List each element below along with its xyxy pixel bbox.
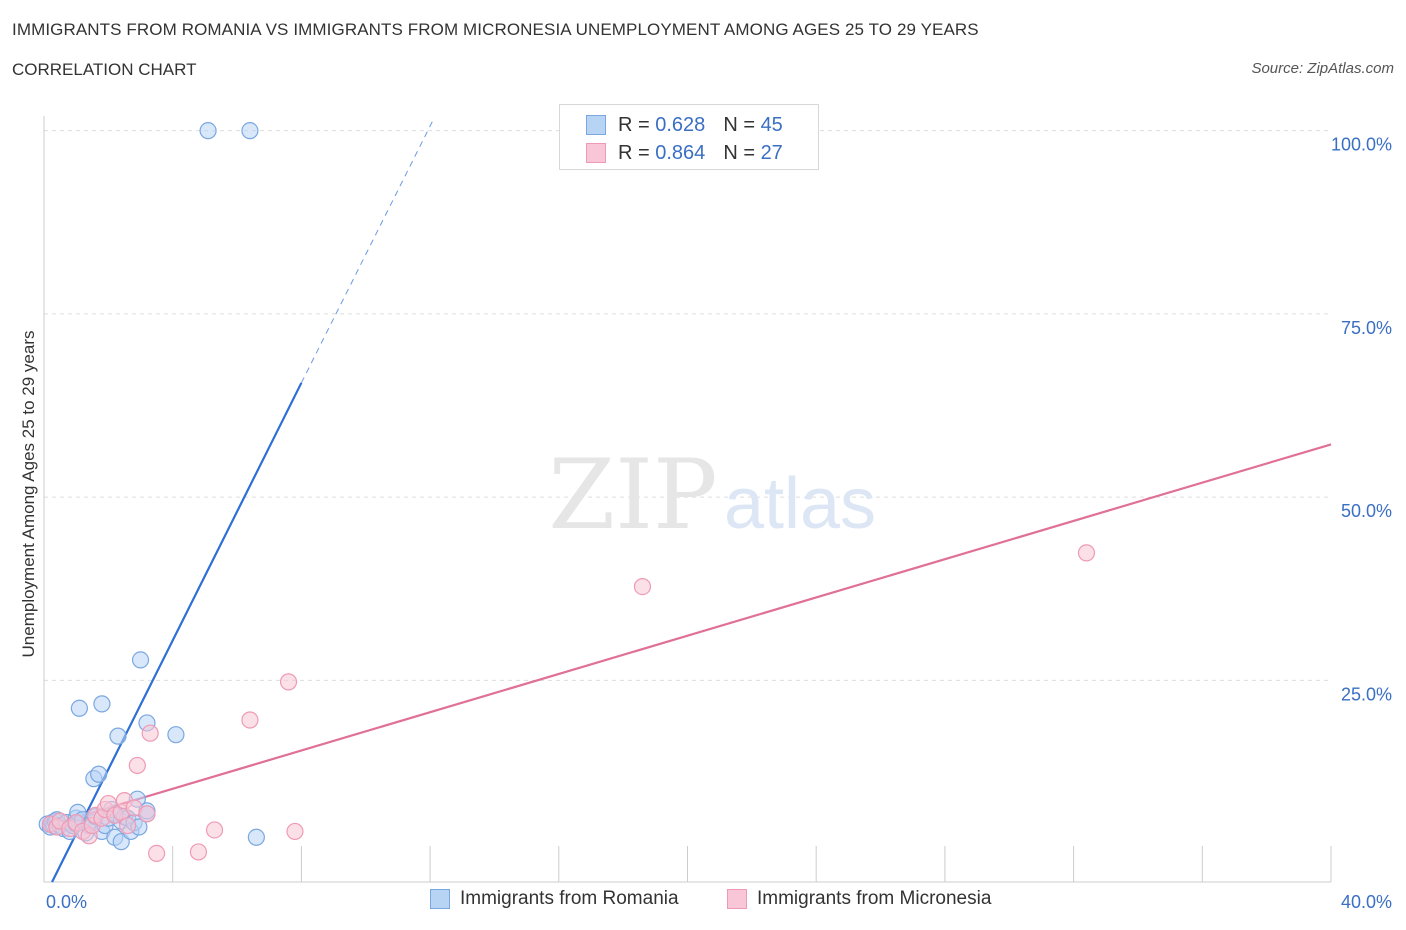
micronesia-point-21: [189, 843, 208, 861]
y-tick-label-75: 75.0%: [1341, 318, 1392, 338]
legend-row-romania: R = 0.628 N = 45: [586, 113, 783, 137]
trend-lines: [43, 119, 1332, 883]
axes: [43, 116, 1332, 883]
legend-item-romania: Immigrants from Romania: [430, 888, 679, 910]
micronesia-point-20: [148, 844, 166, 863]
romania-point-29: [109, 727, 127, 745]
micronesia-point-25: [286, 822, 304, 841]
tick-labels: 25.0% 50.0% 75.0% 100.0% 0.0% 40.0%: [46, 135, 1392, 912]
romania-point-21: [90, 765, 108, 783]
y-tick-label-50: 50.0%: [1341, 501, 1392, 521]
micronesia-point-17: [128, 756, 146, 775]
micronesia-point-22: [205, 821, 224, 839]
trendline-romania-extension: [300, 119, 434, 384]
micronesia-r-label: R =: [618, 141, 656, 164]
micronesia-legend-label: Immigrants from Micronesia: [757, 888, 992, 909]
grid-lines: [44, 130, 1331, 681]
micronesia-point-19: [141, 724, 159, 742]
legend-row-micronesia: R = 0.864 N = 27: [586, 141, 783, 165]
micronesia-point-15: [119, 816, 137, 835]
romania-swatch: [586, 115, 606, 135]
romania-legend-swatch: [430, 889, 450, 909]
romania-point-44: [241, 122, 259, 140]
trendline-romania: [51, 382, 303, 883]
micronesia-point-26: [633, 577, 652, 596]
data-points: [38, 122, 1096, 863]
romania-point-14: [70, 699, 88, 717]
romania-n-value: 45: [760, 113, 783, 136]
romania-point-45: [247, 828, 265, 846]
y-axis-label: Unemployment Among Ages 25 to 29 years: [19, 331, 38, 658]
romania-point-42: [167, 726, 185, 744]
legend-item-micronesia: Immigrants from Micronesia: [727, 888, 991, 910]
watermark-zip: ZIP: [548, 439, 717, 551]
watermark-atlas: atlas: [724, 464, 876, 544]
x-tick-label-40: 40.0%: [1341, 892, 1392, 912]
source-label: Source: ZipAtlas.com: [1251, 60, 1394, 77]
micronesia-point-24: [279, 673, 298, 691]
x-tick-label-0: 0.0%: [46, 892, 87, 912]
micronesia-point-23: [241, 711, 259, 729]
romania-point-38: [131, 651, 150, 669]
micronesia-swatch: [586, 143, 606, 163]
romania-r-label: R =: [618, 113, 656, 136]
y-tick-label-25: 25.0%: [1341, 684, 1392, 704]
romania-point-22: [93, 695, 111, 713]
romania-point-43: [199, 122, 217, 140]
micronesia-n-value: 27: [760, 141, 783, 164]
stats-legend: R = 0.628 N = 45 R = 0.864 N = 27: [559, 104, 819, 170]
chart-subtitle: CORRELATION CHART: [12, 60, 197, 79]
micronesia-point-27: [1077, 544, 1096, 562]
romania-legend-label: Immigrants from Romania: [460, 888, 679, 909]
trendline-micronesia: [43, 443, 1332, 829]
romania-n-label: N =: [723, 113, 761, 136]
chart-title: IMMIGRANTS FROM ROMANIA VS IMMIGRANTS FR…: [12, 20, 979, 39]
micronesia-r-value: 0.864: [655, 141, 706, 164]
romania-r-value: 0.628: [655, 113, 706, 136]
micronesia-legend-swatch: [727, 889, 747, 909]
watermark: ZIP atlas: [548, 439, 876, 551]
micronesia-n-label: N =: [723, 141, 761, 164]
y-tick-label-100: 100.0%: [1331, 135, 1392, 155]
micronesia-point-18: [138, 805, 156, 823]
